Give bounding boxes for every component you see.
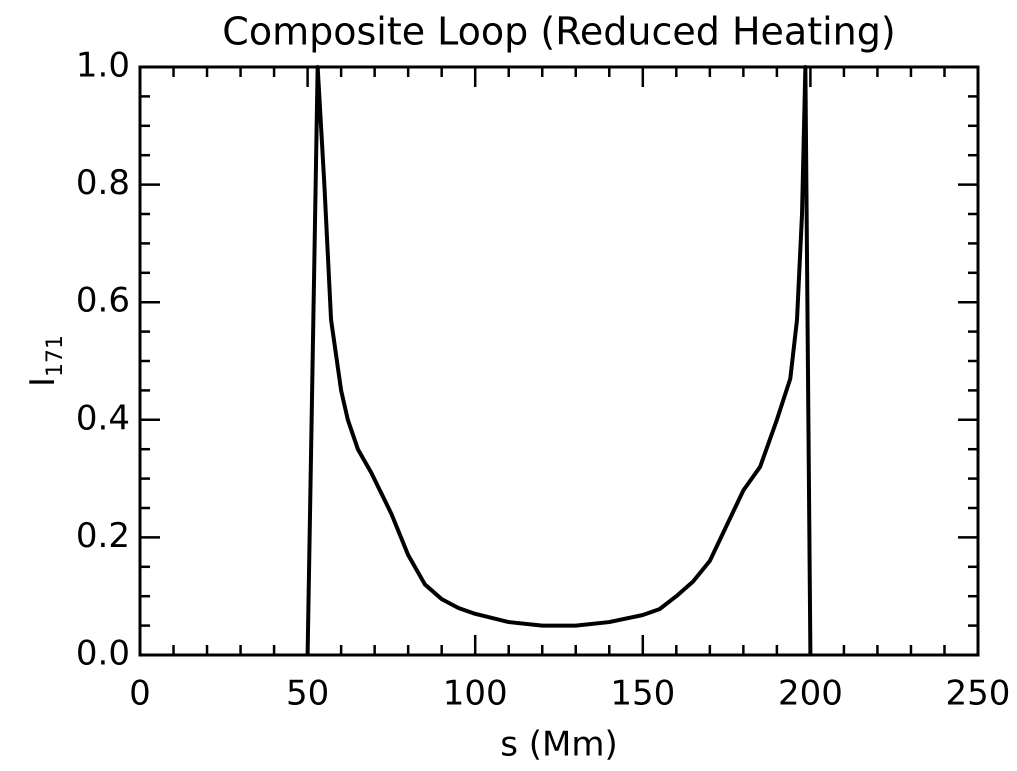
y-tick-label: 0.6: [76, 281, 130, 321]
x-tick-label: 100: [443, 674, 508, 714]
axes: [138, 65, 980, 657]
y-label-subscript: 171: [43, 335, 68, 377]
x-tick-label: 200: [778, 674, 843, 714]
x-tick-label: 50: [286, 674, 329, 714]
y-label-main: I: [23, 377, 63, 387]
y-axis-label: I171: [23, 335, 69, 387]
y-tick-label: 0.2: [76, 516, 130, 556]
data-line: [305, 65, 813, 656]
x-tick-label: 250: [946, 674, 1011, 714]
y-tick-label: 0.8: [76, 163, 130, 203]
x-axis-label: s (Mm): [500, 725, 618, 765]
chart-title: Composite Loop (Reduced Heating): [222, 10, 895, 54]
x-tick-label: 150: [610, 674, 675, 714]
y-tick-label: 1.0: [76, 46, 130, 86]
plot-frame: [138, 65, 980, 657]
x-tick-label: 0: [129, 674, 151, 714]
y-tick-label: 0.4: [76, 398, 130, 438]
y-tick-label: 0.0: [76, 634, 130, 674]
y-axis-label-group: I171: [23, 335, 69, 387]
